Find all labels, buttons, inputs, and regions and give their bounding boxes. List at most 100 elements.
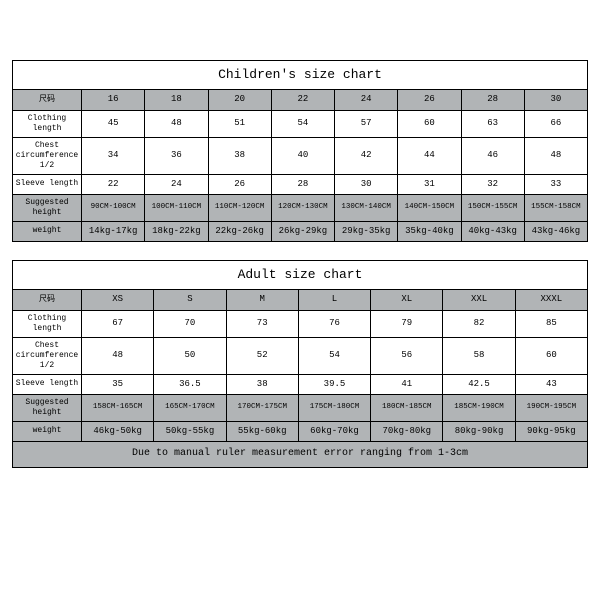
cell: 36 <box>145 137 208 174</box>
table-row: Clothing length4548515457606366 <box>13 110 588 137</box>
cell: 63 <box>461 110 524 137</box>
cell: 76 <box>298 310 370 337</box>
cell: 29kg-35kg <box>335 221 398 241</box>
cell: 45 <box>82 110 145 137</box>
footnote-row: Due to manual ruler measurement error ra… <box>13 442 588 468</box>
adult-table: Adult size chart 尺码 XS S M L XL XXL XXXL… <box>12 260 588 468</box>
cell: 140CM-150CM <box>398 194 461 221</box>
table-row: Chest circumference 1/23436384042444648 <box>13 137 588 174</box>
row-label: Sleeve length <box>13 374 82 394</box>
table-row: weight14kg-17kg18kg-22kg22kg-26kg26kg-29… <box>13 221 588 241</box>
cell: 26kg-29kg <box>271 221 334 241</box>
cell: 39.5 <box>298 374 370 394</box>
cell: 170CM-175CM <box>226 394 298 421</box>
cell: 58 <box>443 337 515 374</box>
size-label: 尺码 <box>13 290 82 310</box>
cell: 190CM-195CM <box>515 394 587 421</box>
size-col: XXXL <box>515 290 587 310</box>
size-col: 20 <box>208 90 271 110</box>
header-row: 尺码 16 18 20 22 24 26 28 30 <box>13 90 588 110</box>
cell: 41 <box>371 374 443 394</box>
title-row: Children's size chart <box>13 61 588 90</box>
row-label: Chest circumference 1/2 <box>13 137 82 174</box>
cell: 36.5 <box>154 374 226 394</box>
cell: 44 <box>398 137 461 174</box>
cell: 14kg-17kg <box>82 221 145 241</box>
size-col: 16 <box>82 90 145 110</box>
cell: 38 <box>208 137 271 174</box>
cell: 54 <box>271 110 334 137</box>
cell: 180CM-185CM <box>371 394 443 421</box>
cell: 60 <box>515 337 587 374</box>
cell: 73 <box>226 310 298 337</box>
cell: 54 <box>298 337 370 374</box>
cell: 46kg-50kg <box>82 421 154 441</box>
size-col: S <box>154 290 226 310</box>
cell: 52 <box>226 337 298 374</box>
cell: 18kg-22kg <box>145 221 208 241</box>
cell: 56 <box>371 337 443 374</box>
cell: 90CM-100CM <box>82 194 145 221</box>
cell: 40kg-43kg <box>461 221 524 241</box>
footnote-text: Due to manual ruler measurement error ra… <box>13 442 588 468</box>
children-title: Children's size chart <box>13 61 588 90</box>
cell: 48 <box>524 137 587 174</box>
size-col: 26 <box>398 90 461 110</box>
row-label: weight <box>13 221 82 241</box>
cell: 120CM-130CM <box>271 194 334 221</box>
table-row: Sleeve length2224262830313233 <box>13 174 588 194</box>
cell: 100CM-110CM <box>145 194 208 221</box>
cell: 42 <box>335 137 398 174</box>
cell: 85 <box>515 310 587 337</box>
size-col: XL <box>371 290 443 310</box>
cell: 46 <box>461 137 524 174</box>
cell: 48 <box>145 110 208 137</box>
cell: 50kg-55kg <box>154 421 226 441</box>
adult-title: Adult size chart <box>13 261 588 290</box>
row-label: Clothing length <box>13 310 82 337</box>
cell: 90kg-95kg <box>515 421 587 441</box>
cell: 42.5 <box>443 374 515 394</box>
cell: 150CM-155CM <box>461 194 524 221</box>
cell: 60kg-70kg <box>298 421 370 441</box>
cell: 165CM-170CM <box>154 394 226 421</box>
cell: 82 <box>443 310 515 337</box>
children-size-chart: Children's size chart 尺码 16 18 20 22 24 … <box>12 60 588 242</box>
row-label: Suggested height <box>13 194 82 221</box>
adult-size-chart: Adult size chart 尺码 XS S M L XL XXL XXXL… <box>12 260 588 468</box>
title-row: Adult size chart <box>13 261 588 290</box>
cell: 34 <box>82 137 145 174</box>
size-col: 28 <box>461 90 524 110</box>
cell: 33 <box>524 174 587 194</box>
row-label: Chest circumference 1/2 <box>13 337 82 374</box>
cell: 31 <box>398 174 461 194</box>
children-table: Children's size chart 尺码 16 18 20 22 24 … <box>12 60 588 242</box>
cell: 67 <box>82 310 154 337</box>
size-col: 22 <box>271 90 334 110</box>
cell: 30 <box>335 174 398 194</box>
cell: 22 <box>82 174 145 194</box>
size-col: 30 <box>524 90 587 110</box>
cell: 158CM-165CM <box>82 394 154 421</box>
size-label: 尺码 <box>13 90 82 110</box>
size-col: 24 <box>335 90 398 110</box>
size-col: XS <box>82 290 154 310</box>
size-col: XXL <box>443 290 515 310</box>
row-label: Sleeve length <box>13 174 82 194</box>
cell: 66 <box>524 110 587 137</box>
cell: 26 <box>208 174 271 194</box>
table-row: Clothing length67707376798285 <box>13 310 588 337</box>
table-row: Sleeve length3536.53839.54142.543 <box>13 374 588 394</box>
table-row: weight46kg-50kg50kg-55kg55kg-60kg60kg-70… <box>13 421 588 441</box>
cell: 48 <box>82 337 154 374</box>
row-label: Clothing length <box>13 110 82 137</box>
cell: 50 <box>154 337 226 374</box>
table-row: Suggested height90CM-100CM100CM-110CM110… <box>13 194 588 221</box>
row-label: Suggested height <box>13 394 82 421</box>
cell: 70 <box>154 310 226 337</box>
table-row: Suggested height158CM-165CM165CM-170CM17… <box>13 394 588 421</box>
cell: 35 <box>82 374 154 394</box>
cell: 80kg-90kg <box>443 421 515 441</box>
cell: 43 <box>515 374 587 394</box>
table-row: Chest circumference 1/248505254565860 <box>13 337 588 374</box>
